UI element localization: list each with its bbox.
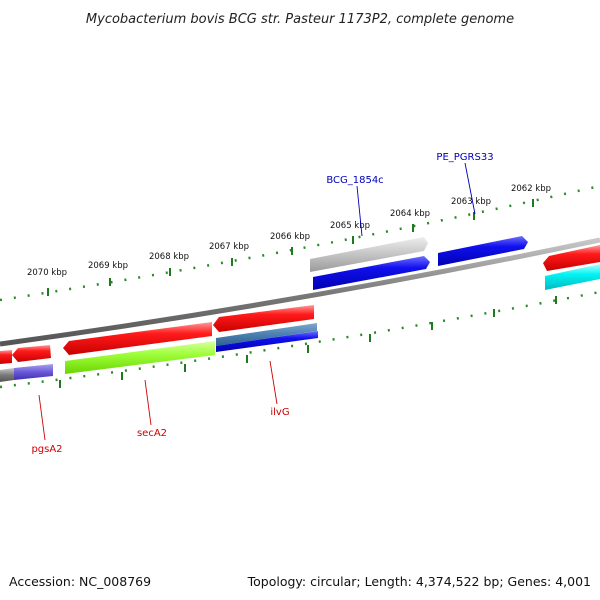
scale-label-2068: 2068 kbp — [149, 252, 189, 262]
accession-text: Accession: NC_008769 — [9, 574, 151, 589]
gene-red-pgsA2[interactable] — [12, 345, 51, 362]
gene-blue-bcg1854c[interactable] — [313, 256, 430, 290]
gene-label-pgsA2[interactable]: pgsA2 — [31, 444, 62, 455]
gene-steel-ilvG[interactable] — [216, 323, 317, 346]
scale-label-2063: 2063 kbp — [451, 197, 491, 207]
topology-text: Topology: circular; Length: 4,374,522 bp… — [247, 574, 591, 589]
inner-major-ticks — [59, 296, 557, 388]
gene-red-right-edge[interactable] — [543, 245, 600, 271]
gene-label-pe-pgrs33[interactable]: PE_PGRS33 — [436, 152, 493, 163]
scale-label-2062: 2062 kbp — [511, 184, 551, 194]
gene-gray-pseudo[interactable] — [310, 237, 428, 272]
outer-tick-ring — [0, 184, 600, 302]
map-title: Mycobacterium bovis BCG str. Pasteur 117… — [86, 12, 514, 27]
gene-label-secA2[interactable]: secA2 — [137, 428, 167, 439]
outer-major-ticks — [47, 199, 534, 296]
scale-label-2070: 2070 kbp — [27, 268, 67, 278]
scale-label-2067: 2067 kbp — [209, 242, 249, 252]
leader-line-pgsA2 — [38, 394, 46, 441]
gene-blue-ilvG[interactable] — [216, 331, 318, 352]
gene-green-secA2[interactable] — [65, 341, 215, 374]
gene-label-bcg1854c[interactable]: BCG_1854c — [326, 175, 383, 186]
scale-label-2069: 2069 kbp — [88, 261, 128, 271]
leader-line-pe-pgrs33 — [464, 162, 476, 215]
genome-backbone — [0, 237, 600, 347]
gene-lavender-left[interactable] — [14, 364, 53, 380]
gene-red-ilvG[interactable] — [213, 305, 314, 332]
leader-line-bcg1854c — [356, 185, 363, 237]
leader-line-ilvG — [269, 360, 278, 405]
gene-red-secA2[interactable] — [63, 322, 212, 355]
gene-blue-pe-pgrs33[interactable] — [438, 236, 528, 266]
leader-line-secA2 — [144, 379, 152, 426]
scale-label-2066: 2066 kbp — [270, 232, 310, 242]
scale-label-2065: 2065 kbp — [330, 221, 370, 231]
gene-label-ilvG[interactable]: ilvG — [270, 407, 289, 418]
scale-label-2064: 2064 kbp — [390, 209, 430, 219]
inner-tick-ring — [0, 290, 600, 389]
gene-red-left-small[interactable] — [0, 350, 12, 364]
gene-cyan-right-edge[interactable] — [545, 264, 600, 290]
gene-gray-left-edge[interactable] — [0, 368, 14, 382]
